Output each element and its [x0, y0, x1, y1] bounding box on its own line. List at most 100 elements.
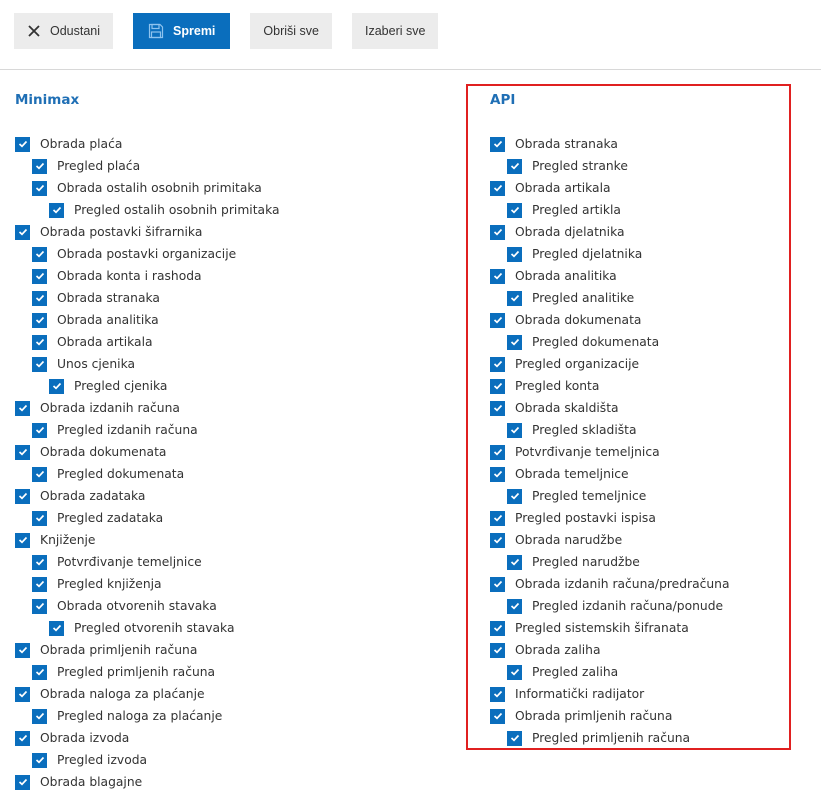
checkbox[interactable] — [49, 378, 64, 394]
permission-item[interactable]: Pregled djelatnika — [490, 243, 730, 265]
permission-item[interactable]: Obrada blagajne — [15, 771, 280, 793]
checkbox[interactable] — [507, 158, 522, 174]
checkbox[interactable] — [490, 466, 505, 482]
cancel-button[interactable]: Odustani — [14, 13, 114, 49]
checkbox[interactable] — [507, 202, 522, 218]
permission-item[interactable]: Pregled narudžbe — [490, 551, 730, 573]
permission-item[interactable]: Pregled zadataka — [15, 507, 280, 529]
checkbox[interactable] — [15, 400, 30, 416]
checkbox[interactable] — [15, 488, 30, 504]
checkbox[interactable] — [507, 598, 522, 614]
permission-item[interactable]: Potvrđivanje temeljnice — [15, 551, 280, 573]
checkbox[interactable] — [32, 510, 47, 526]
permission-item[interactable]: Potvrđivanje temeljnica — [490, 441, 730, 463]
permission-item[interactable]: Pregled ostalih osobnih primitaka — [15, 199, 280, 221]
permission-item[interactable]: Unos cjenika — [15, 353, 280, 375]
permission-item[interactable]: Obrada izdanih računa — [15, 397, 280, 419]
permission-item[interactable]: Obrada izdanih računa/predračuna — [490, 573, 730, 595]
clear-all-button[interactable]: Obriši sve — [250, 13, 332, 49]
checkbox[interactable] — [490, 180, 505, 196]
checkbox[interactable] — [490, 532, 505, 548]
save-button[interactable]: Spremi — [133, 13, 231, 49]
permission-item[interactable]: Pregled stranke — [490, 155, 730, 177]
permission-item[interactable]: Pregled cjenika — [15, 375, 280, 397]
permission-item[interactable]: Obrada artikala — [490, 177, 730, 199]
checkbox[interactable] — [15, 642, 30, 658]
checkbox[interactable] — [32, 708, 47, 724]
checkbox[interactable] — [490, 620, 505, 636]
permission-item[interactable]: Obrada naloga za plaćanje — [15, 683, 280, 705]
checkbox[interactable] — [507, 422, 522, 438]
permission-item[interactable]: Pregled izdanih računa — [15, 419, 280, 441]
permission-item[interactable]: Pregled skladišta — [490, 419, 730, 441]
checkbox[interactable] — [15, 224, 30, 240]
permission-item[interactable]: Pregled otvorenih stavaka — [15, 617, 280, 639]
permission-item[interactable]: Pregled organizacije — [490, 353, 730, 375]
permission-item[interactable]: Obrada analitika — [15, 309, 280, 331]
permission-item[interactable]: Pregled temeljnice — [490, 485, 730, 507]
permission-item[interactable]: Pregled izdanih računa/ponude — [490, 595, 730, 617]
checkbox[interactable] — [32, 422, 47, 438]
permission-item[interactable]: Pregled sistemskih šifranata — [490, 617, 730, 639]
permission-item[interactable]: Pregled plaća — [15, 155, 280, 177]
checkbox[interactable] — [507, 290, 522, 306]
checkbox[interactable] — [32, 752, 47, 768]
permission-item[interactable]: Pregled dokumenata — [15, 463, 280, 485]
permission-item[interactable]: Pregled primljenih računa — [490, 727, 730, 749]
select-all-button[interactable]: Izaberi sve — [352, 13, 439, 49]
permission-item[interactable]: Obrada otvorenih stavaka — [15, 595, 280, 617]
checkbox[interactable] — [49, 620, 64, 636]
permission-item[interactable]: Obrada postavki organizacije — [15, 243, 280, 265]
checkbox[interactable] — [32, 664, 47, 680]
permission-item[interactable]: Obrada zaliha — [490, 639, 730, 661]
permission-item[interactable]: Obrada analitika — [490, 265, 730, 287]
permission-item[interactable]: Obrada stranaka — [15, 287, 280, 309]
checkbox[interactable] — [32, 290, 47, 306]
permission-item[interactable]: Pregled konta — [490, 375, 730, 397]
permission-item[interactable]: Knjiženje — [15, 529, 280, 551]
permission-item[interactable]: Pregled dokumenata — [490, 331, 730, 353]
checkbox[interactable] — [32, 180, 47, 196]
checkbox[interactable] — [15, 774, 30, 790]
checkbox[interactable] — [32, 576, 47, 592]
checkbox[interactable] — [32, 466, 47, 482]
checkbox[interactable] — [490, 576, 505, 592]
checkbox[interactable] — [507, 334, 522, 350]
permission-item[interactable]: Obrada plaća — [15, 133, 280, 155]
checkbox[interactable] — [490, 378, 505, 394]
permission-item[interactable]: Obrada ostalih osobnih primitaka — [15, 177, 280, 199]
permission-item[interactable]: Obrada djelatnika — [490, 221, 730, 243]
permission-item[interactable]: Obrada postavki šifrarnika — [15, 221, 280, 243]
checkbox[interactable] — [507, 246, 522, 262]
checkbox[interactable] — [490, 642, 505, 658]
permission-item[interactable]: Pregled knjiženja — [15, 573, 280, 595]
permission-item[interactable]: Pregled analitike — [490, 287, 730, 309]
checkbox[interactable] — [15, 444, 30, 460]
checkbox[interactable] — [507, 554, 522, 570]
checkbox[interactable] — [32, 554, 47, 570]
checkbox[interactable] — [490, 708, 505, 724]
checkbox[interactable] — [32, 312, 47, 328]
checkbox[interactable] — [490, 136, 505, 152]
permission-item[interactable]: Obrada konta i rashoda — [15, 265, 280, 287]
checkbox[interactable] — [490, 224, 505, 240]
permission-item[interactable]: Obrada narudžbe — [490, 529, 730, 551]
permission-item[interactable]: Obrada primljenih računa — [490, 705, 730, 727]
permission-item[interactable]: Informatički radijator — [490, 683, 730, 705]
checkbox[interactable] — [490, 356, 505, 372]
checkbox[interactable] — [32, 356, 47, 372]
checkbox[interactable] — [490, 686, 505, 702]
checkbox[interactable] — [490, 444, 505, 460]
permission-item[interactable]: Pregled postavki ispisa — [490, 507, 730, 529]
checkbox[interactable] — [15, 136, 30, 152]
permission-item[interactable]: Obrada dokumenata — [15, 441, 280, 463]
permission-item[interactable]: Obrada skaldišta — [490, 397, 730, 419]
checkbox[interactable] — [32, 334, 47, 350]
permission-item[interactable]: Obrada temeljnice — [490, 463, 730, 485]
permission-item[interactable]: Pregled zaliha — [490, 661, 730, 683]
checkbox[interactable] — [507, 730, 522, 746]
permission-item[interactable]: Obrada stranaka — [490, 133, 730, 155]
checkbox[interactable] — [32, 268, 47, 284]
permission-item[interactable]: Obrada izvoda — [15, 727, 280, 749]
checkbox[interactable] — [15, 532, 30, 548]
